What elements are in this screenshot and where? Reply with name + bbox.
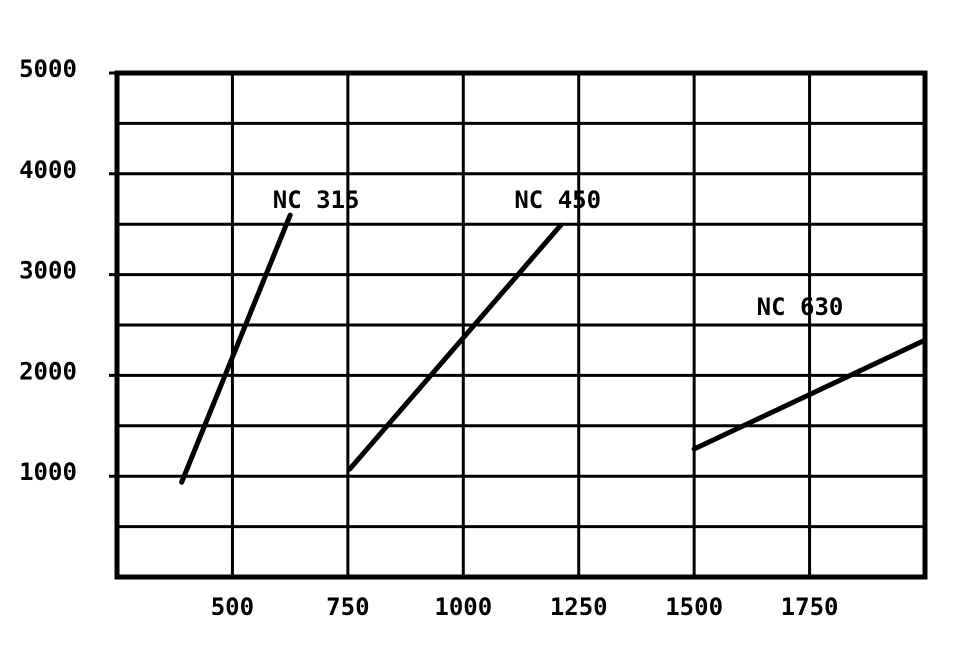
x-tick-label: 500: [211, 593, 254, 621]
x-tick-label: 1750: [781, 593, 839, 621]
y-tick-label: 3000: [19, 257, 77, 285]
y-tick-label: 4000: [19, 156, 77, 184]
y-tick-label: 1000: [19, 458, 77, 486]
plot-frame: [114, 70, 928, 580]
x-tick-label: 1500: [665, 593, 723, 621]
series-line: [347, 222, 564, 472]
x-tick-label: 1000: [434, 593, 492, 621]
series-label: NC 630: [757, 293, 844, 321]
x-tick-label: 1250: [550, 593, 608, 621]
y-tick-label: 5000: [19, 55, 77, 83]
series-line: [691, 337, 928, 452]
series-line: [179, 212, 293, 485]
series-label: NC 450: [514, 186, 601, 214]
y-tick-label: 2000: [19, 357, 77, 385]
series-label: NC 315: [273, 186, 360, 214]
x-tick-label: 750: [326, 593, 369, 621]
